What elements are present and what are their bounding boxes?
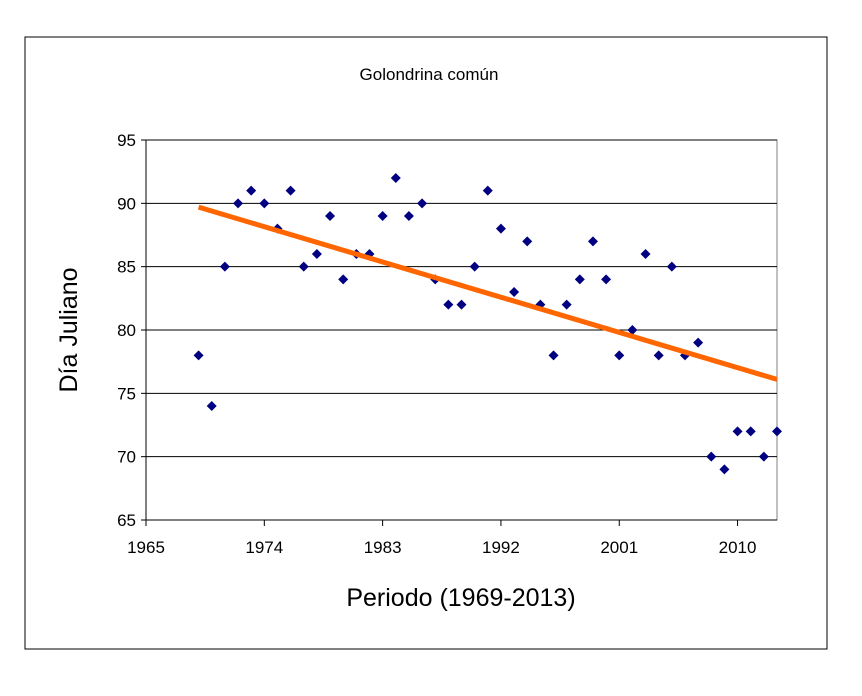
data-point (193, 350, 204, 361)
x-tick-label: 1974 (245, 538, 283, 557)
data-point (311, 249, 322, 259)
data-point (403, 211, 414, 221)
data-point (456, 299, 467, 310)
chart-title: Golondrina común (360, 65, 499, 84)
x-tick-label: 2010 (719, 538, 757, 557)
y-tick-label: 95 (117, 131, 136, 150)
data-point (719, 464, 730, 475)
y-axis: 65 70 75 80 85 90 95 (117, 131, 147, 530)
x-tick-label: 1992 (482, 538, 520, 557)
data-point (338, 274, 349, 285)
data-point (285, 185, 296, 196)
data-point (469, 261, 480, 272)
data-point (574, 274, 585, 285)
data-point (522, 236, 533, 247)
data-point (758, 451, 769, 462)
data-point (601, 274, 612, 285)
data-point (443, 299, 454, 310)
data-point (509, 287, 520, 297)
data-point (587, 236, 598, 247)
x-tick-label: 2001 (600, 538, 638, 557)
trend-line (197, 204, 778, 382)
data-point (614, 350, 625, 361)
data-point (548, 350, 559, 361)
data-point (706, 451, 717, 462)
data-point (325, 211, 336, 221)
data-point (417, 198, 428, 209)
y-tick-label: 75 (117, 384, 136, 403)
data-point (482, 185, 493, 196)
x-axis: 1965 1974 1983 1992 2001 2010 (127, 519, 777, 557)
data-point (206, 401, 217, 411)
y-axis-title: Día Juliano (55, 267, 83, 392)
y-tick-label: 70 (117, 448, 136, 467)
y-tick-label: 65 (117, 511, 136, 530)
data-point (246, 185, 257, 196)
data-point (377, 211, 388, 221)
x-tick-label: 1983 (364, 538, 402, 557)
data-point (640, 249, 651, 259)
data-point (561, 299, 572, 310)
data-point (772, 426, 782, 437)
y-tick-label: 90 (117, 194, 136, 213)
data-point (259, 198, 270, 209)
data-point (233, 198, 244, 209)
x-axis-title: Periodo (1969-2013) (346, 584, 575, 612)
data-point (745, 426, 756, 437)
data-point (693, 337, 704, 348)
data-point (298, 261, 309, 272)
data-point (219, 261, 230, 272)
data-point (495, 223, 506, 234)
data-point (732, 426, 743, 437)
data-point (390, 173, 401, 183)
data-point (627, 325, 638, 335)
y-tick-label: 80 (117, 321, 136, 340)
data-point (653, 350, 664, 361)
y-tick-label: 85 (117, 258, 136, 277)
data-point (666, 261, 677, 272)
x-tick-label: 1965 (127, 538, 165, 557)
